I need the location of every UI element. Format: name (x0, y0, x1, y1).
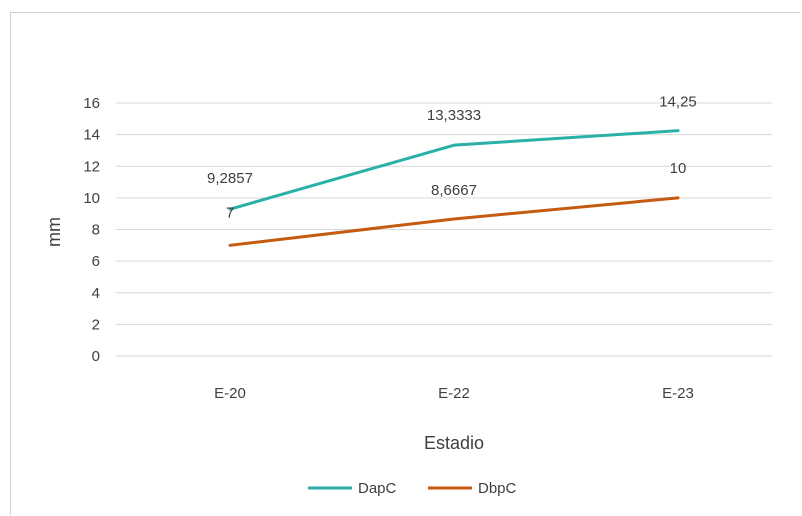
data-label-dapc: 9,2857 (207, 170, 253, 187)
y-tick-label: 4 (92, 285, 100, 302)
y-tick-label: 0 (92, 348, 100, 365)
series-line-dbpc (228, 196, 680, 247)
x-tick-label: E-20 (214, 385, 246, 402)
data-label-dapc: 13,3333 (427, 107, 481, 124)
data-labels: 9,2857 13,3333 14,25 7 8,6667 10 (207, 94, 697, 222)
y-tick-label: 16 (83, 95, 100, 112)
x-axis-ticks: E-20 E-22 E-23 (214, 385, 694, 402)
series-line-dapc (228, 129, 680, 211)
y-axis-title: mm (44, 217, 64, 247)
y-tick-label: 12 (83, 158, 100, 175)
y-axis-ticks: 0 2 4 6 8 10 12 14 16 (83, 95, 100, 365)
legend-label-dapc: DapC (358, 480, 397, 497)
x-axis-title: Estadio (424, 433, 484, 453)
x-tick-label: E-23 (662, 385, 694, 402)
data-label-dbpc: 8,6667 (431, 182, 477, 199)
data-label-dbpc: 7 (226, 204, 234, 221)
y-tick-label: 10 (83, 190, 100, 207)
chart-frame (10, 12, 800, 515)
data-label-dapc: 14,25 (659, 94, 697, 111)
y-tick-label: 6 (92, 253, 100, 270)
series-lines (228, 129, 680, 247)
legend-label-dbpc: DbpC (478, 480, 517, 497)
y-tick-label: 14 (83, 127, 100, 144)
y-tick-label: 2 (92, 316, 100, 333)
data-label-dbpc: 10 (670, 160, 687, 177)
gridlines (116, 102, 772, 357)
y-tick-label: 8 (92, 222, 100, 239)
legend: DapC DbpC (308, 480, 517, 497)
x-tick-label: E-22 (438, 385, 470, 402)
